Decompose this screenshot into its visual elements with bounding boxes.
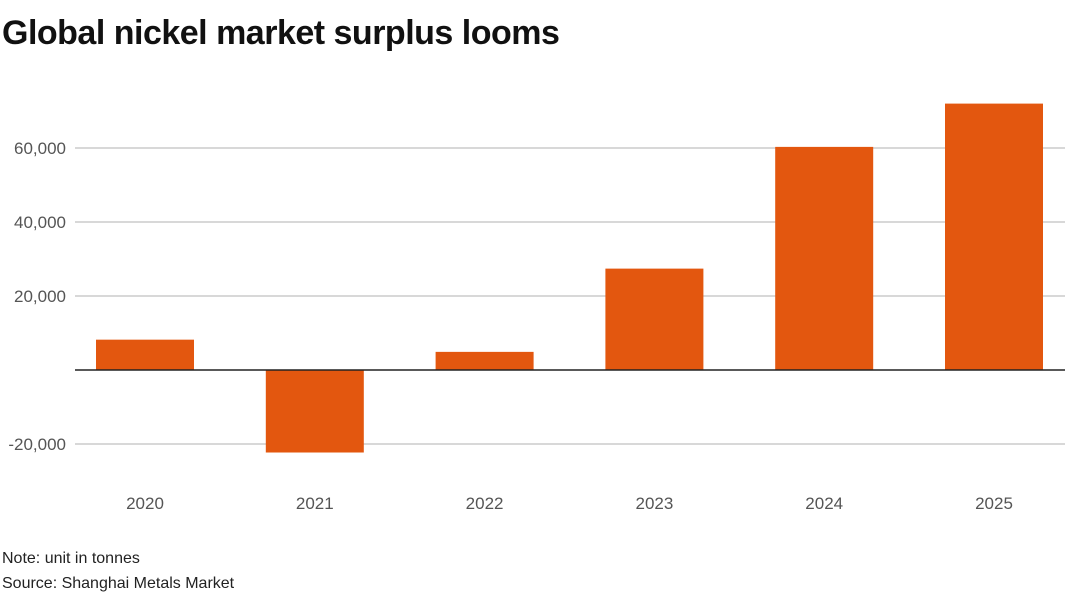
x-tick-label: 2022 [466,494,504,513]
x-tick-label: 2021 [296,494,334,513]
x-tick-label: 2020 [126,494,164,513]
bar-2024 [775,146,874,370]
bar-2023 [605,268,704,370]
chart-note: Note: unit in tonnes [2,550,140,567]
x-tick-label: 2024 [805,494,843,513]
y-tick-label: 60,000 [14,139,66,158]
bar-2020 [96,339,194,370]
y-tick-label: -20,000 [8,435,66,454]
bar-2022 [435,351,534,370]
y-tick-label: 20,000 [14,287,66,306]
chart-source: Source: Shanghai Metals Market [2,575,235,592]
chart-title: Global nickel market surplus looms [2,14,560,52]
x-tick-label: 2023 [635,494,673,513]
y-tick-label: 40,000 [14,213,66,232]
x-tick-label: 2025 [975,494,1013,513]
bar-2025 [945,103,1043,370]
bar-2021 [265,370,364,453]
